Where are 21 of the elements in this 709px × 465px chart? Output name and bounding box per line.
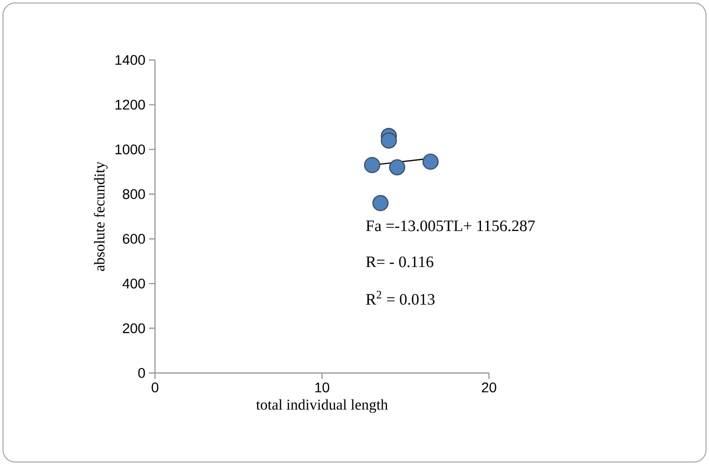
annotation: R$^{2}$ = 0.013 bbox=[366, 290, 435, 305]
x-tick-label: 20 bbox=[482, 382, 496, 392]
point bbox=[364, 156, 380, 174]
point bbox=[422, 154, 439, 170]
y-tick-label: 800 bbox=[122, 189, 145, 200]
y-tick-label: 1200 bbox=[116, 100, 145, 110]
y-tick-label: 1400 bbox=[116, 55, 145, 65]
x-axis-title: total individual length bbox=[256, 399, 388, 413]
point bbox=[389, 159, 406, 176]
x-tick-label: 10 bbox=[315, 382, 330, 392]
y-tick-label: 600 bbox=[122, 234, 145, 244]
y-tick-label: 0 bbox=[138, 368, 145, 378]
y-tick-label: 400 bbox=[122, 278, 145, 288]
annotation: Fa =-13.005TL+ 1156.287 bbox=[366, 220, 535, 232]
point bbox=[380, 132, 397, 149]
annotation: R= - 0.116 bbox=[366, 256, 434, 268]
point bbox=[372, 194, 389, 212]
y-tick-label: 200 bbox=[122, 323, 145, 334]
y-tick-label: 1000 bbox=[116, 144, 145, 154]
y-axis-title: absolute fecundity bbox=[94, 162, 108, 271]
x-tick-label: 0 bbox=[152, 382, 158, 392]
